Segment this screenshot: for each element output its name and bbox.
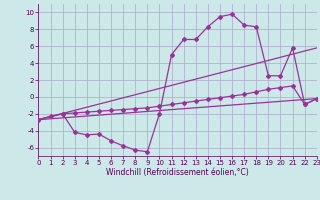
X-axis label: Windchill (Refroidissement éolien,°C): Windchill (Refroidissement éolien,°C) bbox=[106, 168, 249, 177]
